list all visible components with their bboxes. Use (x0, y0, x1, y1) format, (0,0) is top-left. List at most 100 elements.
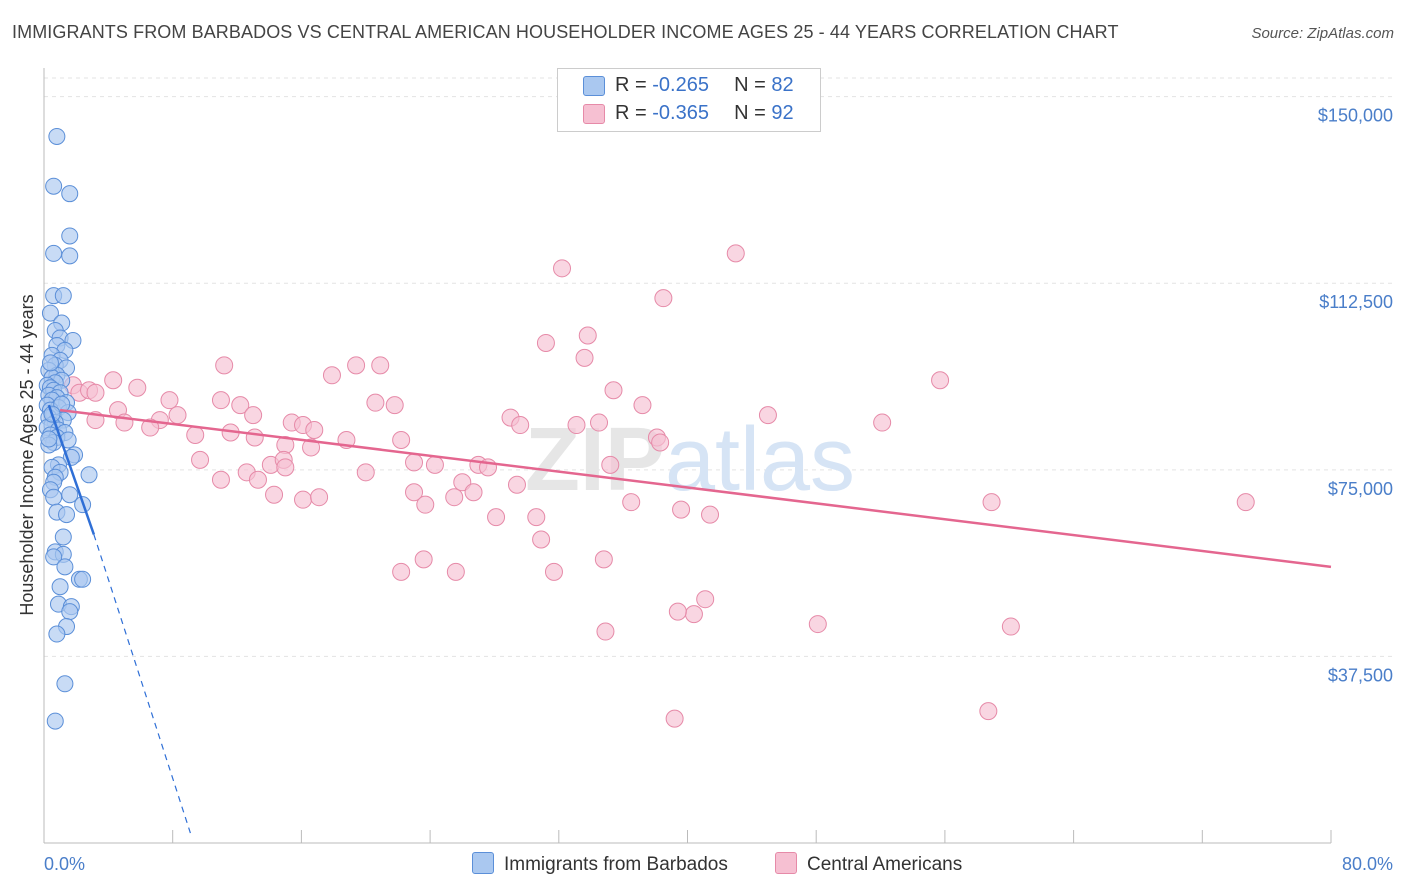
data-point-barbados (56, 558, 74, 576)
bottom-legend-label-central-americans: Central Americans (807, 854, 963, 875)
legend-r-label: R = (615, 102, 653, 124)
data-point-central-americans (414, 550, 433, 569)
data-point-barbados (61, 247, 79, 265)
data-point-central-americans (211, 470, 230, 489)
data-point-central-americans (453, 473, 472, 492)
y-tick-label: $37,500 (1328, 665, 1393, 685)
y-axis-title: Householder Income Ages 25 - 44 years (17, 294, 37, 615)
data-point-barbados (56, 675, 74, 693)
data-point-barbados (41, 354, 59, 372)
data-point-barbados (45, 488, 63, 506)
data-point-central-americans (982, 493, 1001, 512)
data-point-central-americans (231, 396, 250, 415)
chart-title: IMMIGRANTS FROM BARBADOS VS CENTRAL AMER… (12, 22, 1119, 42)
data-point-central-americans (726, 244, 745, 263)
gridlines (44, 77, 1393, 657)
data-point-central-americans (527, 508, 546, 527)
data-point-central-americans (536, 333, 555, 352)
data-point-central-americans (405, 483, 424, 502)
data-point-central-americans (622, 493, 641, 512)
data-point-central-americans (1001, 617, 1020, 636)
data-point-central-americans (511, 416, 530, 435)
data-point-central-americans (1236, 493, 1255, 512)
data-point-central-americans (758, 406, 777, 425)
data-point-central-americans (347, 356, 366, 375)
legend-r-value: -0.365 (652, 102, 709, 124)
y-tick-label: $75,000 (1328, 479, 1393, 499)
data-point-central-americans (507, 475, 526, 494)
data-point-central-americans (294, 490, 313, 509)
central-americans-points (63, 244, 1255, 728)
data-point-central-americans (651, 433, 670, 452)
data-point-barbados (54, 287, 72, 305)
watermark: ZIPatlas (525, 410, 855, 510)
trend-line-central-americans (59, 408, 1332, 569)
data-point-central-americans (425, 455, 444, 474)
data-point-barbados (48, 625, 66, 643)
data-point-central-americans (248, 470, 267, 489)
data-point-central-americans (696, 590, 715, 609)
data-point-central-americans (544, 562, 563, 581)
data-point-central-americans (654, 289, 673, 308)
data-point-central-americans (385, 396, 404, 415)
data-point-central-americans (244, 406, 263, 425)
data-point-central-americans (168, 406, 187, 425)
bottom-legend-barbados: Immigrants from Barbados (472, 852, 728, 876)
data-point-central-americans (575, 348, 594, 367)
data-point-central-americans (596, 622, 615, 641)
trend-line-barbados-extension (93, 534, 191, 834)
bottom-legend-label-barbados: Immigrants from Barbados (504, 854, 728, 875)
data-point-barbados (54, 528, 72, 546)
data-point-barbados (45, 244, 63, 262)
data-point-central-americans (979, 702, 998, 721)
data-point-barbados (41, 304, 59, 322)
data-point-central-americans (302, 438, 321, 457)
data-point-central-americans (191, 450, 210, 469)
data-point-central-americans (305, 421, 324, 440)
data-point-central-americans (141, 418, 160, 437)
data-point-central-americans (265, 485, 284, 504)
data-point-central-americans (665, 709, 684, 728)
data-point-central-americans (160, 391, 179, 410)
y-tick-label: $112,500 (1319, 292, 1393, 312)
legend-n-label: N = (734, 74, 772, 96)
data-point-barbados (58, 506, 76, 524)
data-point-central-americans (215, 356, 234, 375)
data-point-barbados (61, 185, 79, 203)
data-point-central-americans (487, 508, 506, 527)
data-point-central-americans (684, 605, 703, 624)
data-point-central-americans (931, 371, 950, 390)
data-point-central-americans (371, 356, 390, 375)
data-point-barbados (45, 548, 63, 566)
trend-line-barbados (47, 404, 96, 535)
data-point-central-americans (590, 413, 609, 432)
data-point-central-americans (668, 602, 687, 621)
source-label: Source: ZipAtlas.com (1251, 25, 1394, 42)
legend-n-value: 82 (771, 74, 794, 96)
data-point-central-americans (553, 259, 572, 278)
data-point-central-americans (211, 391, 230, 410)
legend-swatch-blue (583, 76, 605, 96)
data-point-barbados (61, 603, 79, 621)
bottom-legend-central-americans: Central Americans (775, 852, 962, 876)
data-point-central-americans (86, 383, 105, 402)
legend-r-value: -0.265 (652, 74, 709, 96)
data-point-barbados (80, 466, 98, 484)
data-point-central-americans (392, 430, 411, 449)
data-point-barbados (48, 127, 66, 145)
legend-r-label: R = (615, 74, 653, 96)
data-point-central-americans (604, 381, 623, 400)
trend-lines (47, 404, 1332, 834)
data-point-barbados (61, 227, 79, 245)
watermark-atlas: atlas (665, 410, 855, 510)
axes (43, 68, 1332, 844)
x-tick-label-max: 80.0% (1342, 854, 1393, 874)
data-point-barbados (46, 712, 64, 730)
y-tick-label: $150,000 (1318, 106, 1393, 126)
bottom-legend-swatch-blue (472, 852, 494, 874)
data-point-central-americans (392, 562, 411, 581)
data-point-central-americans (464, 483, 483, 502)
data-point-barbados (45, 177, 63, 195)
data-point-central-americans (366, 393, 385, 412)
